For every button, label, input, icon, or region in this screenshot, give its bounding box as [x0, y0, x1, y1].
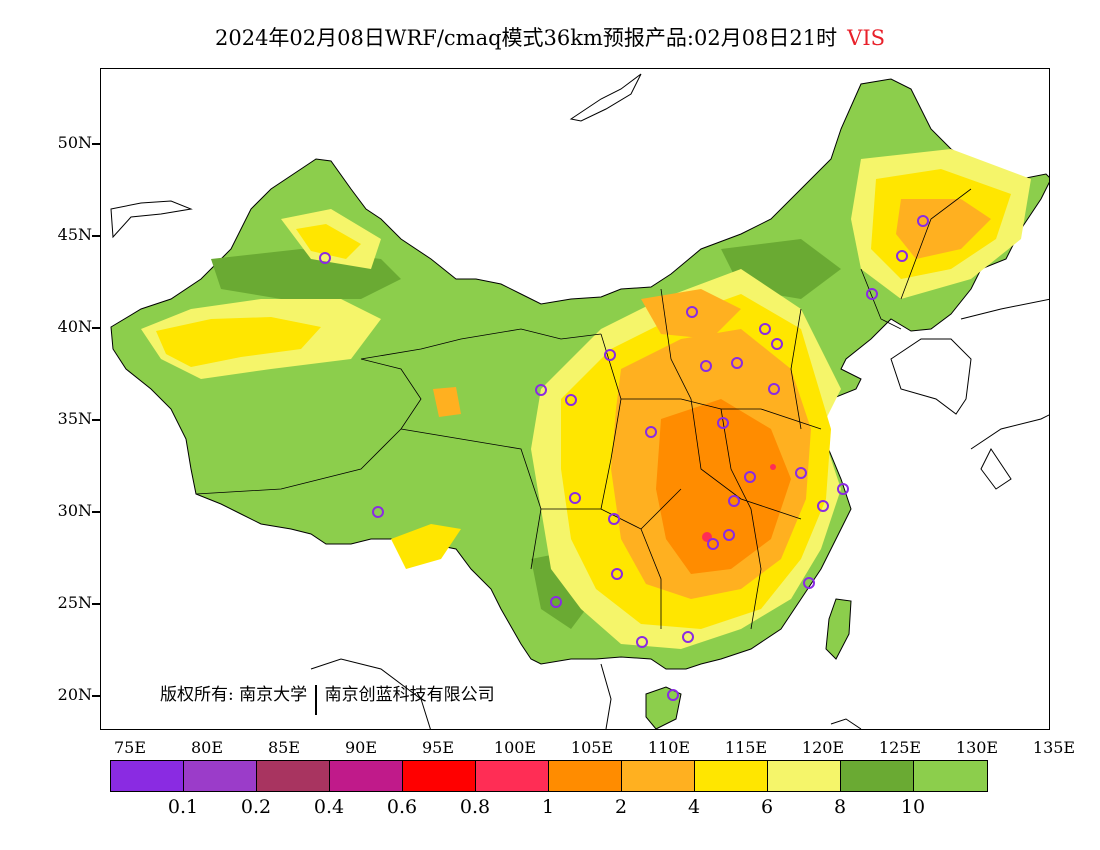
colorbar-swatch [111, 761, 184, 791]
lat-tick [92, 143, 100, 145]
title-main: 2024年02月08日WRF/cmaq模式36km预报产品:02月08日21时 [214, 26, 838, 50]
zone-1-2-central [656, 399, 791, 574]
zone-4-6-tibet [433, 387, 461, 417]
colorbar-swatch [257, 761, 330, 791]
lon-label-100e: 100E [493, 738, 537, 757]
lat-tick [92, 695, 100, 697]
map-title: 2024年02月08日WRF/cmaq模式36km预报产品:02月08日21时 V… [0, 22, 1100, 52]
colorbar-swatch [330, 761, 403, 791]
colorbar-label: 0.1 [167, 796, 199, 818]
lon-label-125e: 125E [878, 738, 922, 757]
colorbar-label: 4 [687, 796, 701, 818]
lon-label-80e: 80E [190, 738, 224, 757]
colorbar-swatch [914, 761, 987, 791]
colorbar-swatch [184, 761, 257, 791]
lon-label-135e: 135E [1032, 738, 1076, 757]
lat-label-30n: 30N [57, 501, 92, 520]
colorbar-swatch [841, 761, 914, 791]
zone-4-6-south-tibet [391, 524, 461, 569]
lon-label-130e: 130E [955, 738, 999, 757]
colorbar-label: 1 [541, 796, 555, 818]
lon-label-85e: 85E [267, 738, 301, 757]
lon-label-90e: 90E [344, 738, 378, 757]
zone-4-6-dzungaria [296, 224, 361, 259]
neighbor-coastlines [110, 73, 1049, 729]
lat-tick [92, 327, 100, 329]
map-frame [100, 68, 1050, 730]
colorbar-swatch [622, 761, 695, 791]
copyright-notice: 版权所有: 南京大学 南京创蓝科技有限公司 [160, 680, 495, 715]
colorbar-label: 0.2 [240, 796, 272, 818]
map-svg [110, 73, 1049, 729]
lat-label-25n: 25N [57, 593, 92, 612]
lon-label-120e: 120E [801, 738, 845, 757]
title-variable: VIS [847, 26, 886, 50]
colorbar-swatch [476, 761, 549, 791]
copyright-org2: 南京创蓝科技有限公司 [324, 685, 495, 705]
lat-tick [92, 603, 100, 605]
lat-tick [92, 419, 100, 421]
colorbar-label: 0.6 [386, 796, 418, 818]
lon-label-75e: 75E [113, 738, 147, 757]
colorbar-label: 2 [614, 796, 628, 818]
zone-4-6-xinjiang [156, 317, 321, 367]
lat-label-20n: 20N [57, 685, 92, 704]
colorbar-swatch [768, 761, 841, 791]
colorbar-swatch [549, 761, 622, 791]
lat-label-45n: 45N [57, 225, 92, 244]
lon-label-115e: 115E [724, 738, 768, 757]
colorbar-swatch [695, 761, 768, 791]
colorbar-label: 6 [760, 796, 774, 818]
colorbar-swatch [403, 761, 476, 791]
taiwan-island [825, 598, 852, 660]
copyright-separator [315, 684, 317, 715]
colorbar-label: 8 [833, 796, 847, 818]
lat-tick [92, 235, 100, 237]
hotspot-low-vis [770, 464, 776, 470]
lat-label-50n: 50N [57, 133, 92, 152]
colorbar-label: 0.8 [459, 796, 491, 818]
lat-label-40n: 40N [57, 317, 92, 336]
lon-label-95e: 95E [421, 738, 455, 757]
hainan-island [645, 686, 682, 729]
colorbar-label: 0.4 [313, 796, 345, 818]
colorbar [110, 760, 988, 792]
lon-label-105e: 105E [570, 738, 614, 757]
province-borders [195, 188, 972, 630]
lat-tick [92, 511, 100, 513]
copyright-org1: 南京大学 [239, 685, 308, 705]
copyright-prefix: 版权所有: [160, 685, 234, 705]
colorbar-label: 10 [900, 796, 926, 818]
zone-2-4-northeast [896, 199, 991, 259]
lat-label-35n: 35N [57, 409, 92, 428]
station-markers [319, 215, 929, 701]
lon-label-110e: 110E [647, 738, 691, 757]
